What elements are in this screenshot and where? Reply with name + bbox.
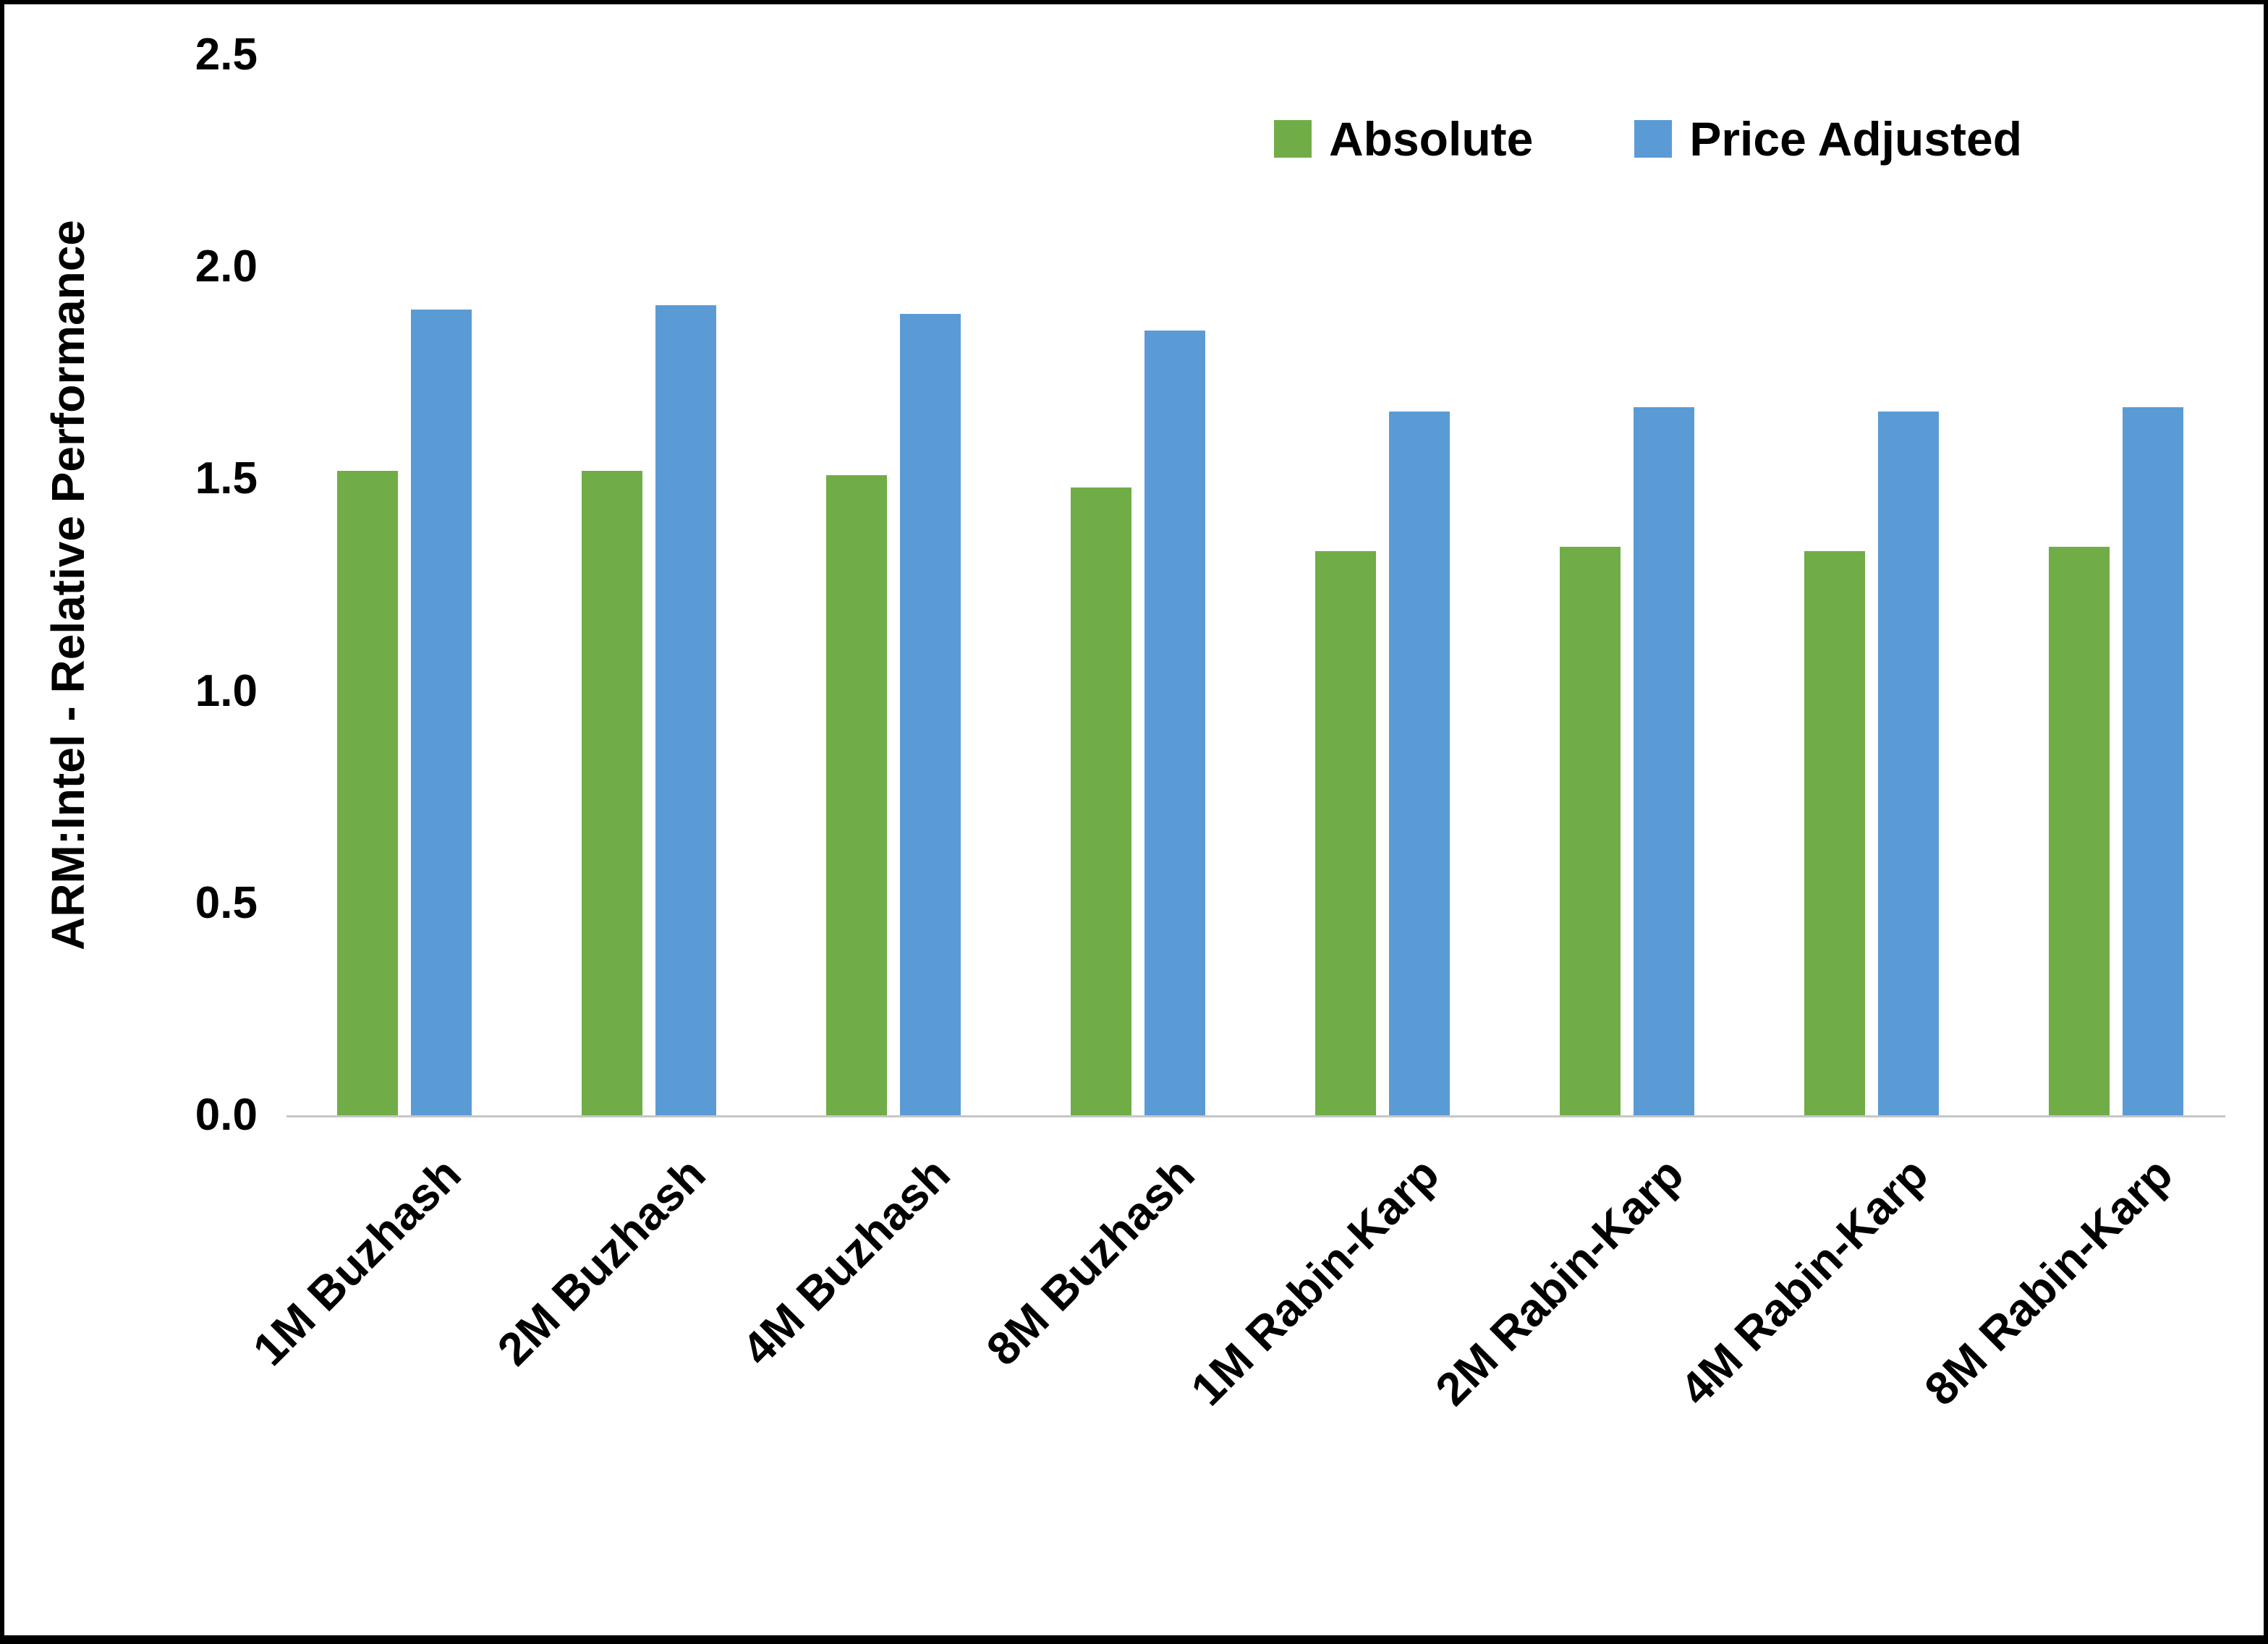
x-label-2m-buzhash: 2M Buzhash <box>487 1147 715 1376</box>
legend: Absolute Price Adjusted <box>1274 111 2022 166</box>
bar-price-adjusted-2m-buzhash <box>655 304 716 1115</box>
x-label-1m-rabin-karp: 1M Rabin-Karp <box>1181 1147 1449 1415</box>
y-axis-title: ARM:Intel - Relative Performance <box>42 219 94 951</box>
bar-absolute-8m-buzhash <box>1071 487 1131 1115</box>
y-tick-2-5: 2.5 <box>195 30 258 80</box>
y-tick-1-0: 1.0 <box>195 665 258 716</box>
bar-absolute-8m-rabin-karp <box>2049 547 2110 1115</box>
x-label-2m-rabin-karp: 2M Rabin-Karp <box>1425 1147 1694 1415</box>
bar-price-adjusted-4m-rabin-karp <box>1878 411 1939 1115</box>
bar-absolute-1m-rabin-karp <box>1315 551 1376 1115</box>
bar-price-adjusted-8m-rabin-karp <box>2123 406 2183 1115</box>
legend-label-absolute: Absolute <box>1329 112 1534 166</box>
y-tick-1-5: 1.5 <box>195 453 258 504</box>
x-axis-line <box>286 1115 2225 1117</box>
x-label-4m-rabin-karp: 4M Rabin-Karp <box>1670 1147 1938 1415</box>
x-label-1m-buzhash: 1M Buzhash <box>242 1147 471 1376</box>
y-tick-0-0: 0.0 <box>195 1090 258 1140</box>
legend-swatch-price-adjusted-icon <box>1634 120 1673 158</box>
bar-price-adjusted-1m-buzhash <box>411 309 472 1115</box>
x-label-8m-buzhash: 8M Buzhash <box>976 1147 1205 1376</box>
legend-label-price-adjusted: Price Adjusted <box>1689 112 2023 166</box>
y-tick-0-5: 0.5 <box>195 877 258 928</box>
bar-price-adjusted-2m-rabin-karp <box>1634 406 1694 1115</box>
legend-swatch-absolute-icon <box>1274 120 1312 158</box>
bar-price-adjusted-1m-rabin-karp <box>1389 411 1450 1115</box>
legend-item-price-adjusted: Price Adjusted <box>1634 111 2022 166</box>
bar-price-adjusted-4m-buzhash <box>900 313 961 1115</box>
bar-absolute-2m-rabin-karp <box>1560 547 1621 1115</box>
x-label-4m-buzhash: 4M Buzhash <box>731 1147 960 1376</box>
legend-item-absolute: Absolute <box>1274 111 1533 166</box>
bar-absolute-4m-rabin-karp <box>1804 551 1865 1115</box>
bar-price-adjusted-8m-buzhash <box>1144 331 1205 1115</box>
bar-absolute-4m-buzhash <box>826 474 887 1115</box>
bar-absolute-1m-buzhash <box>337 470 398 1115</box>
x-label-8m-rabin-karp: 8M Rabin-Karp <box>1914 1147 2183 1415</box>
bar-absolute-2m-buzhash <box>582 470 642 1115</box>
y-tick-2-0: 2.0 <box>195 242 258 292</box>
